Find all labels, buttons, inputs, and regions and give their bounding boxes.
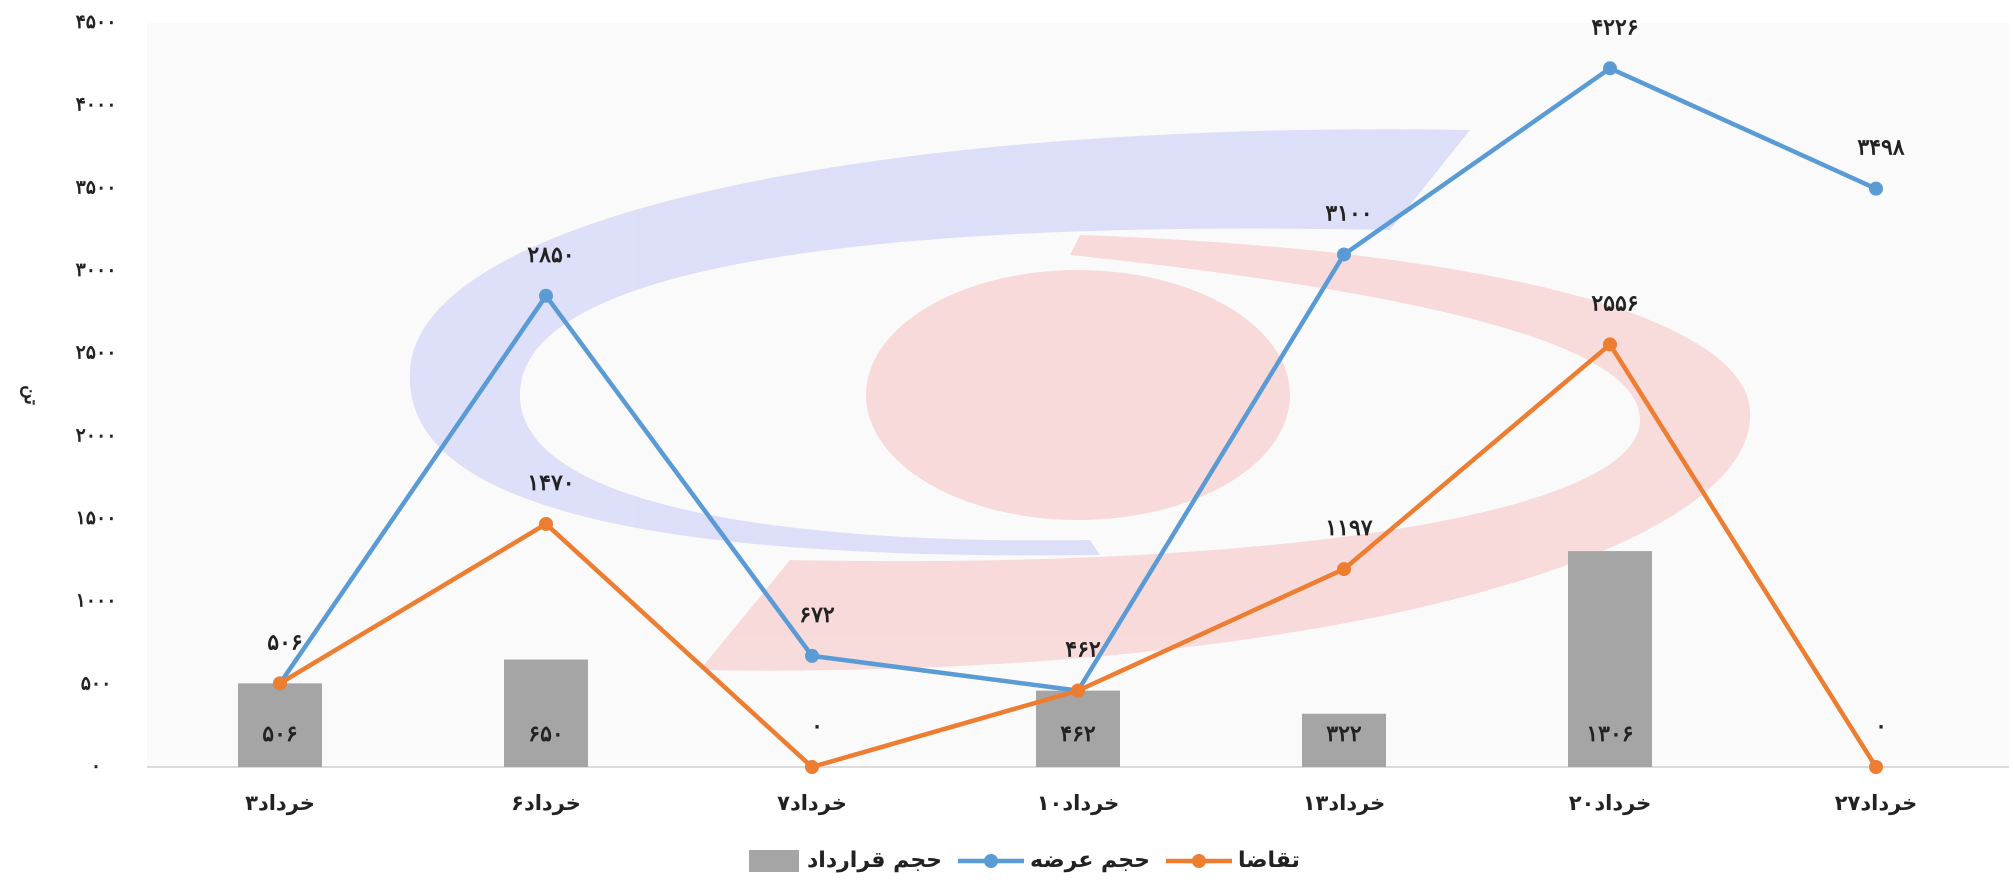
marker (1603, 337, 1617, 352)
data-label: ۲۸۵۰ (527, 242, 574, 268)
y-tick-label: ۱۵۰۰ (76, 507, 117, 529)
marker (539, 516, 553, 531)
data-label: ۴۲۲۶ (1591, 14, 1638, 40)
x-tick-label: ۷خرداد (777, 791, 847, 815)
legend-label: حجم قرارداد (807, 848, 942, 873)
marker (1603, 61, 1617, 76)
marker (1869, 760, 1883, 774)
marker (539, 288, 553, 303)
legend-label: حجم عرضه (1030, 848, 1150, 873)
marker (805, 760, 819, 774)
bar (1036, 690, 1120, 767)
y-tick-label: ۲۰۰۰ (76, 424, 117, 446)
bar-label: ۳۲۲ (1326, 721, 1362, 747)
data-label: ۳۴۹۸ (1857, 135, 1904, 161)
plot-area (147, 23, 2009, 767)
x-tick-label: ۲۰خرداد (1569, 791, 1652, 815)
bar-label: ۵۰۶ (262, 721, 297, 747)
x-tick-label: ۱۳خرداد (1303, 791, 1386, 815)
x-tick-label: ۶خرداد (511, 791, 581, 815)
data-label: ۴۶۲ (1065, 637, 1101, 663)
y-tick-label: ۴۵۰۰ (76, 11, 117, 33)
y-axis-title: تن (20, 385, 42, 405)
bar-label: ۶۵۰ (528, 721, 563, 747)
data-label: ۱۴۷۰ (527, 470, 574, 496)
data-label: ۳۱۰۰ (1325, 200, 1372, 226)
y-tick-label: ۲۵۰۰ (76, 342, 117, 364)
marker (273, 676, 287, 691)
y-tick-label: ۳۵۰۰ (76, 176, 117, 198)
data-label: ۲۵۵۶ (1591, 290, 1638, 316)
marker (1337, 562, 1351, 577)
marker (1337, 247, 1351, 262)
marker (1869, 181, 1883, 196)
x-tick-label: ۱۰خرداد (1037, 791, 1120, 815)
marker (805, 648, 819, 663)
bar (1302, 713, 1386, 767)
bar (238, 683, 322, 767)
data-label: ۰ (811, 713, 823, 739)
data-label: ۶۷۲ (799, 602, 835, 628)
legend-symbol (1191, 854, 1206, 868)
legend-label: تقاضا (1238, 848, 1300, 873)
bar (1568, 551, 1652, 767)
y-tick-label: ۰ (91, 755, 101, 777)
y-tick-label: ۵۰۰ (81, 672, 112, 694)
y-tick-label: ۴۰۰۰ (76, 94, 117, 116)
bar (504, 659, 588, 767)
legend-symbol (749, 850, 799, 872)
x-tick-label: ۲۷خرداد (1835, 791, 1918, 815)
watermark (409, 129, 1751, 671)
bar-label: ۱۳۰۶ (1586, 721, 1633, 747)
x-tick-label: ۳خرداد (245, 791, 315, 815)
bar-label: ۴۶۲ (1060, 721, 1096, 747)
data-label: ۰ (1875, 713, 1887, 739)
y-tick-label: ۳۰۰۰ (76, 259, 117, 281)
legend-symbol (984, 854, 999, 868)
y-tick-label: ۱۰۰۰ (76, 590, 117, 612)
marker (1071, 683, 1085, 698)
data-label: ۵۰۶ (267, 629, 302, 655)
data-label: ۱۱۹۷ (1325, 515, 1372, 541)
